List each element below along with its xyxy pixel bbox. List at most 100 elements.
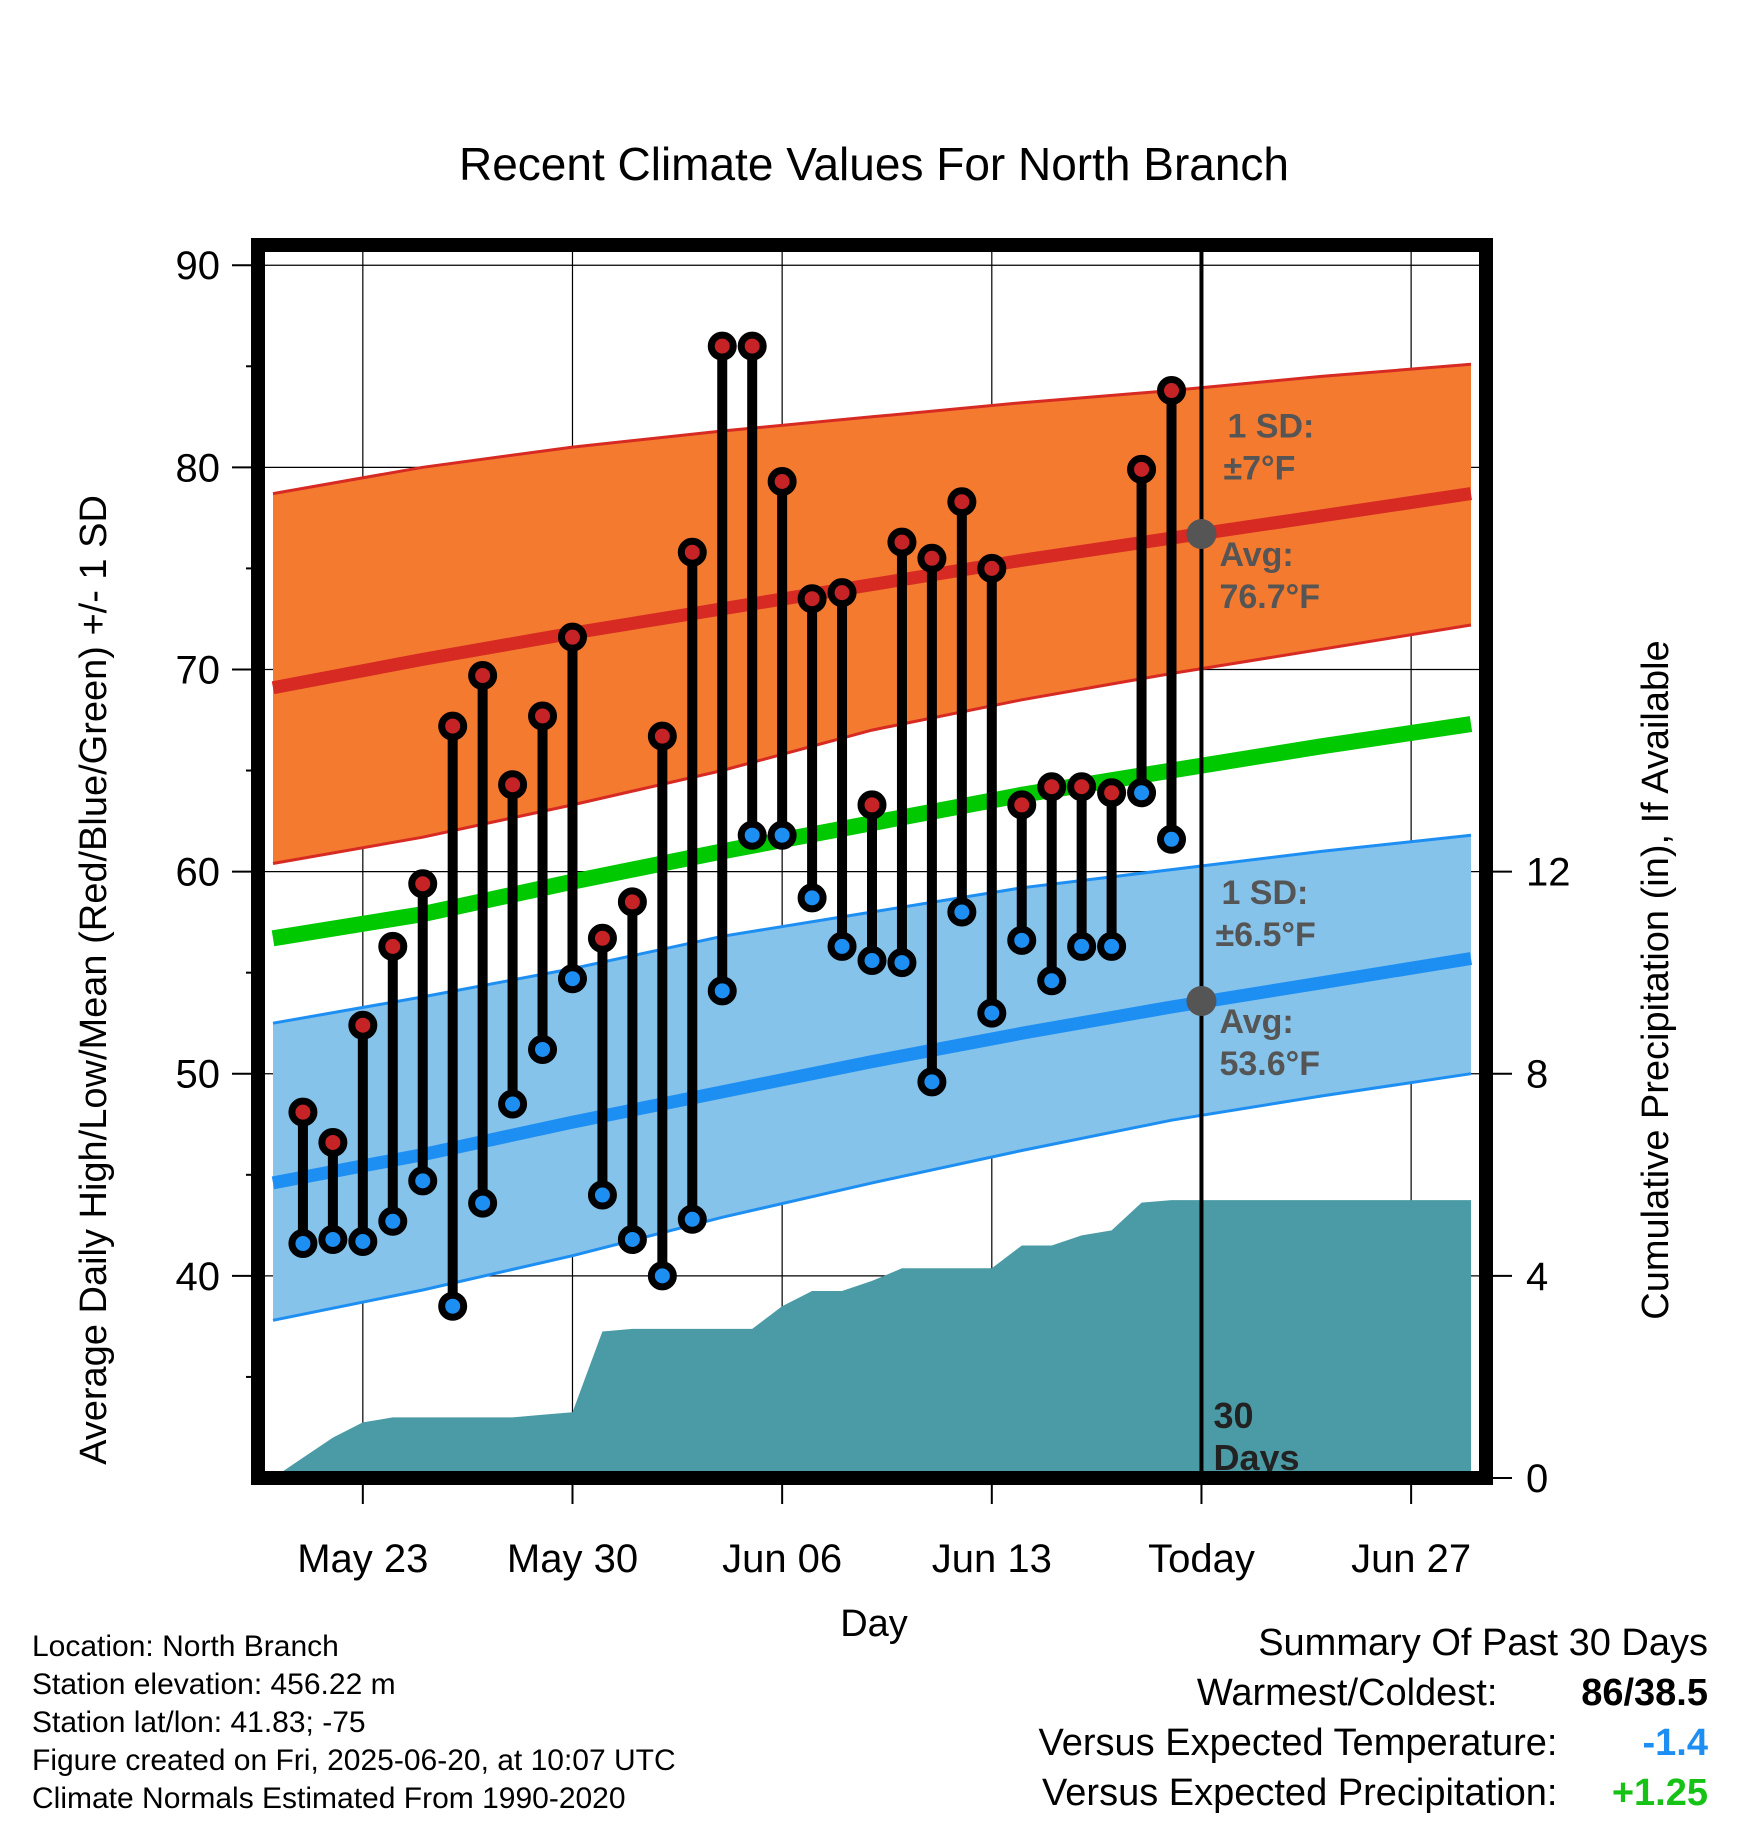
y-axis-label-right: Cumulative Precipitation (in), If Availa… <box>1635 640 1677 1319</box>
daily-high-point <box>348 1010 378 1040</box>
daily-low-point <box>617 1224 647 1254</box>
low-sd-band <box>273 835 1471 1321</box>
daily-low-point <box>977 998 1007 1028</box>
daily-high-point <box>977 553 1007 583</box>
daily-high-point <box>887 527 917 557</box>
x-tick-label: Jun 06 <box>722 1537 842 1581</box>
normal-high-line <box>271 487 1472 695</box>
low-sd-value: ±6.5°F <box>1215 916 1315 954</box>
elevation-text: Station elevation: 456.22 m <box>32 1668 396 1701</box>
daily-low-point <box>857 946 887 976</box>
y-left-tick-label: 60 <box>176 851 221 895</box>
daily-high-point <box>707 331 737 361</box>
daily-high-point <box>528 701 558 731</box>
daily-high-point <box>318 1127 348 1157</box>
y-left-tick-label: 40 <box>176 1255 221 1299</box>
daily-low-point <box>528 1034 558 1064</box>
daily-high-point <box>767 466 797 496</box>
location-text: Location: North Branch <box>32 1630 339 1663</box>
summary-precip-row: Versus Expected Precipitation: +1.25 <box>1039 1772 1708 1822</box>
daily-low-point <box>917 1067 947 1097</box>
daily-low-point <box>797 883 827 913</box>
x-tick-label: May 23 <box>297 1537 428 1581</box>
today-high-avg-marker <box>1186 519 1217 550</box>
precip-value: +1.25 <box>1611 1772 1708 1814</box>
daily-high-point <box>857 790 887 820</box>
y-left-tick-label: 50 <box>176 1053 221 1097</box>
daily-low-point <box>408 1166 438 1196</box>
daily-high-point <box>797 584 827 614</box>
temp-label: Versus Expected Temperature: <box>1038 1722 1558 1764</box>
daily-high-point <box>288 1097 318 1127</box>
normals-text: Climate Normals Estimated From 1990-2020 <box>32 1782 626 1815</box>
high-sd-value: ±7°F <box>1223 450 1295 488</box>
daily-low-point <box>677 1204 707 1234</box>
created-text: Figure created on Fri, 2025-06-20, at 10… <box>32 1744 676 1777</box>
warmest-value: 86/38.5 <box>1581 1672 1708 1714</box>
daily-low-point <box>498 1089 528 1119</box>
chart-title: Recent Climate Values For North Branch <box>459 138 1289 190</box>
latlon-text: Station lat/lon: 41.83; -75 <box>32 1706 366 1739</box>
station-info: Location: North Branch Station elevation… <box>32 1628 676 1818</box>
daily-low-point <box>557 964 587 994</box>
y-right-tick-label: 4 <box>1526 1255 1548 1299</box>
daily-high-point <box>827 578 857 608</box>
daily-low-point <box>348 1227 378 1257</box>
daily-high-point <box>737 331 767 361</box>
low-sd-lower-line <box>272 1072 1472 1322</box>
daily-low-point <box>827 931 857 961</box>
high-sd-lower-line <box>272 623 1472 865</box>
high-sd-label: 1 SD: <box>1227 408 1314 446</box>
daily-high-point <box>1127 454 1157 484</box>
daily-high-point <box>438 711 468 741</box>
today-low-avg-marker <box>1186 985 1217 1016</box>
summary-panel: Summary Of Past 30 Days Warmest/Coldest:… <box>1039 1622 1708 1822</box>
daily-high-point <box>677 537 707 567</box>
daily-high-point <box>1037 772 1067 802</box>
y-left-tick-label: 80 <box>176 446 221 490</box>
daily-high-point <box>378 931 408 961</box>
daily-low-point <box>378 1206 408 1236</box>
daily-low-point <box>587 1180 617 1210</box>
x-tick-label: Jun 13 <box>932 1537 1052 1581</box>
daily-high-point <box>1097 778 1127 808</box>
high-avg-value: 76.7°F <box>1219 578 1320 616</box>
normal-low-line <box>271 952 1473 1190</box>
daily-high-point <box>468 661 498 691</box>
plot-area: 1 SD: ±7°F Avg: 76.7°F 1 SD: ±6.5°F Avg: 53.6°F… <box>176 238 1571 1581</box>
daily-low-point <box>1157 824 1187 854</box>
warmest-label: Warmest/Coldest: <box>1196 1672 1498 1714</box>
plot-content: 1 SD: ±7°F Avg: 76.7°F 1 SD: ±6.5°F Avg: 53.6°F… <box>258 245 1486 1478</box>
precip-area <box>273 1200 1471 1478</box>
daily-high-point <box>587 923 617 953</box>
daily-high-point <box>1067 772 1097 802</box>
low-avg-value: 53.6°F <box>1219 1045 1320 1083</box>
y-left-tick-label: 70 <box>176 648 221 692</box>
daily-high-point <box>1157 376 1187 406</box>
y-right-tick-label: 0 <box>1526 1457 1548 1501</box>
high-avg-label: Avg: <box>1219 536 1293 574</box>
summary-title: Summary Of Past 30 Days <box>1258 1622 1708 1664</box>
low-sd-label: 1 SD: <box>1221 874 1308 912</box>
x-axis-label: Day <box>840 1603 908 1645</box>
daily-low-point <box>288 1229 318 1259</box>
y-right-tick-label: 8 <box>1526 1053 1548 1097</box>
daily-high-point <box>1007 790 1037 820</box>
x-tick-label: May 30 <box>507 1537 638 1581</box>
days-label-number: 30 <box>1213 1395 1253 1436</box>
daily-low-point <box>767 820 797 850</box>
daily-low-point <box>318 1224 348 1254</box>
precip-label: Versus Expected Precipitation: <box>1042 1772 1558 1814</box>
daily-low-point <box>647 1261 677 1291</box>
daily-low-point <box>468 1188 498 1218</box>
daily-low-point <box>1067 931 1097 961</box>
low-avg-label: Avg: <box>1219 1003 1293 1041</box>
temp-value: -1.4 <box>1642 1722 1708 1764</box>
x-tick-label: Jun 27 <box>1351 1537 1471 1581</box>
daily-low-point <box>1097 931 1127 961</box>
summary-warmest-row: Warmest/Coldest: 86/38.5 <box>1039 1672 1708 1722</box>
daily-low-point <box>737 820 767 850</box>
x-tick-label: Today <box>1148 1537 1255 1581</box>
summary-temp-row: Versus Expected Temperature: -1.4 <box>1039 1722 1708 1772</box>
